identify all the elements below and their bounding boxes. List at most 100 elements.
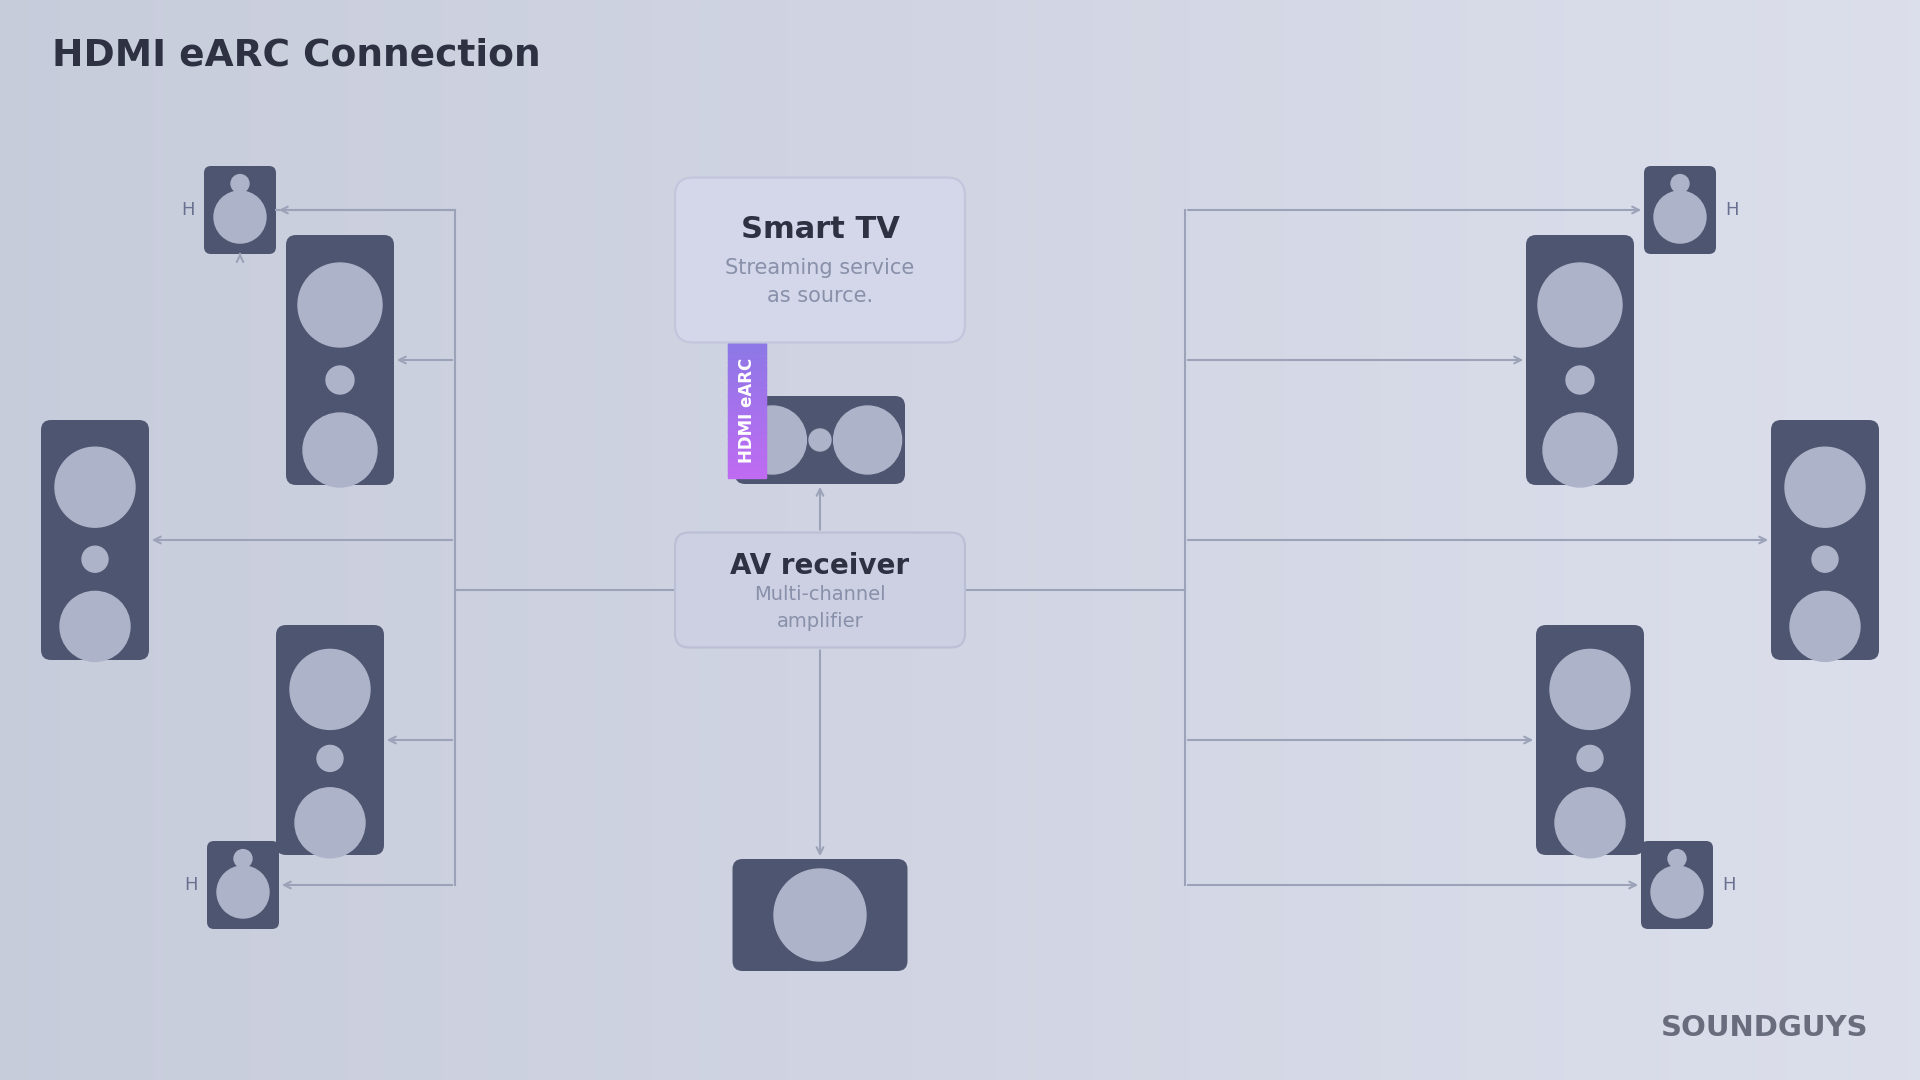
FancyBboxPatch shape: [735, 396, 904, 484]
Bar: [1574, 0, 1586, 1080]
Circle shape: [213, 191, 267, 243]
Bar: [144, 0, 156, 1080]
Bar: [728, 470, 766, 472]
Bar: [728, 447, 766, 449]
Bar: [1133, 0, 1144, 1080]
Bar: [374, 0, 386, 1080]
Circle shape: [1555, 787, 1624, 858]
Bar: [979, 0, 991, 1080]
Bar: [728, 364, 766, 366]
Text: Streaming service
as source.: Streaming service as source.: [726, 258, 914, 306]
Bar: [499, 0, 511, 1080]
Text: H: H: [180, 201, 194, 219]
Bar: [288, 0, 300, 1080]
Bar: [1584, 0, 1596, 1080]
Bar: [1373, 0, 1384, 1080]
Bar: [682, 0, 693, 1080]
Bar: [1171, 0, 1183, 1080]
Circle shape: [808, 429, 831, 451]
Bar: [728, 397, 766, 400]
Bar: [1450, 0, 1461, 1080]
Bar: [1066, 0, 1077, 1080]
Bar: [728, 438, 766, 441]
Bar: [326, 0, 338, 1080]
Circle shape: [1538, 264, 1622, 347]
Bar: [1382, 0, 1394, 1080]
Bar: [758, 0, 770, 1080]
Bar: [728, 421, 766, 423]
Bar: [518, 0, 530, 1080]
Circle shape: [1812, 546, 1837, 572]
Bar: [1853, 0, 1864, 1080]
Circle shape: [296, 787, 365, 858]
Bar: [1690, 0, 1701, 1080]
Bar: [1642, 0, 1653, 1080]
Bar: [728, 435, 766, 437]
Bar: [1632, 0, 1644, 1080]
Bar: [728, 474, 766, 476]
Circle shape: [1549, 649, 1630, 729]
Bar: [394, 0, 405, 1080]
Bar: [728, 394, 766, 396]
Bar: [1757, 0, 1768, 1080]
Bar: [403, 0, 415, 1080]
Bar: [432, 0, 444, 1080]
Bar: [728, 382, 766, 384]
Bar: [728, 409, 766, 411]
Circle shape: [303, 413, 376, 487]
Bar: [1546, 0, 1557, 1080]
Bar: [1699, 0, 1711, 1080]
Bar: [778, 0, 789, 1080]
Bar: [739, 0, 751, 1080]
Bar: [728, 377, 766, 380]
Bar: [1219, 0, 1231, 1080]
Bar: [950, 0, 962, 1080]
Bar: [1094, 0, 1106, 1080]
Bar: [1738, 0, 1749, 1080]
Bar: [1190, 0, 1202, 1080]
Bar: [1459, 0, 1471, 1080]
Bar: [624, 0, 636, 1080]
Circle shape: [317, 745, 344, 771]
Bar: [317, 0, 328, 1080]
Bar: [728, 379, 766, 381]
Bar: [728, 436, 766, 438]
Bar: [728, 404, 766, 407]
Bar: [728, 451, 766, 454]
Bar: [728, 354, 766, 356]
Bar: [1872, 0, 1884, 1080]
Bar: [605, 0, 616, 1080]
Bar: [240, 0, 252, 1080]
Bar: [970, 0, 981, 1080]
Bar: [728, 462, 766, 464]
Bar: [998, 0, 1010, 1080]
Bar: [355, 0, 367, 1080]
Bar: [941, 0, 952, 1080]
Bar: [1296, 0, 1308, 1080]
Bar: [864, 0, 876, 1080]
Bar: [1315, 0, 1327, 1080]
Bar: [728, 423, 766, 426]
Bar: [557, 0, 568, 1080]
Bar: [1181, 0, 1192, 1080]
Bar: [125, 0, 136, 1080]
Bar: [451, 0, 463, 1080]
Bar: [701, 0, 712, 1080]
Bar: [710, 0, 722, 1080]
Bar: [728, 386, 766, 388]
Bar: [1814, 0, 1826, 1080]
Bar: [1882, 0, 1893, 1080]
Bar: [728, 359, 766, 361]
Bar: [1843, 0, 1855, 1080]
Circle shape: [1567, 366, 1594, 394]
Bar: [1709, 0, 1720, 1080]
Bar: [58, 0, 69, 1080]
Bar: [1526, 0, 1538, 1080]
Bar: [346, 0, 357, 1080]
Bar: [221, 0, 232, 1080]
Text: AV receiver: AV receiver: [730, 552, 910, 580]
Bar: [728, 401, 766, 403]
Bar: [1517, 0, 1528, 1080]
Bar: [413, 0, 424, 1080]
Bar: [1123, 0, 1135, 1080]
